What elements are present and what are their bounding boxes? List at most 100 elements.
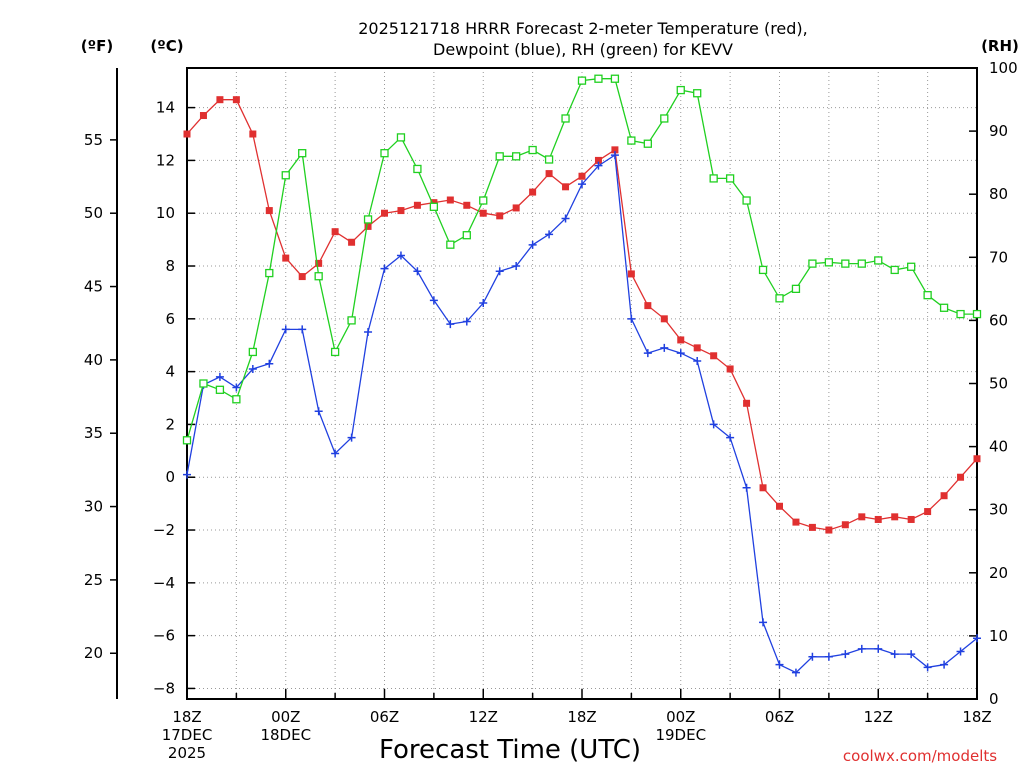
- celsius-tick-label: 2: [165, 415, 175, 433]
- rh-tick-label: 0: [989, 690, 999, 708]
- dewpoint-point: [808, 652, 817, 661]
- temperature-point: [298, 273, 306, 281]
- rh-point: [660, 114, 669, 123]
- dewpoint-point: [643, 349, 652, 358]
- rh-point: [380, 149, 389, 158]
- dewpoint-point: [709, 420, 718, 429]
- temperature-point: [496, 212, 504, 220]
- celsius-tick-label: 8: [165, 257, 175, 275]
- axis-ticks: −8 −6 −4 −2 0 2 4 6 8 10 12 14 20 25 30 35 40 45 50 55 0 10 20…: [84, 59, 1018, 762]
- temperature-point: [776, 502, 783, 510]
- x-tick-label: 06Z: [370, 708, 399, 726]
- dewpoint-point: [693, 357, 702, 366]
- temperature-point: [529, 188, 537, 196]
- temperature-point: [512, 204, 520, 212]
- dewpoint-point: [512, 262, 521, 271]
- temperature-point: [693, 344, 701, 352]
- rh-point: [363, 215, 373, 224]
- rh-point: [429, 202, 439, 211]
- celsius-unit-label: (ºC): [150, 37, 183, 55]
- temperature-point: [578, 172, 586, 180]
- rh-point: [874, 256, 883, 265]
- rh-point: [413, 164, 422, 174]
- rh-point: [907, 262, 916, 271]
- rh-point: [347, 316, 356, 325]
- rh-point: [199, 379, 208, 388]
- temperature-point: [265, 207, 273, 215]
- fahrenheit-tick-label: 40: [84, 351, 103, 369]
- temperature-point: [232, 96, 240, 104]
- rh-point: [528, 145, 537, 155]
- rh-point: [890, 265, 899, 275]
- rh-point: [676, 85, 685, 95]
- temperature-point: [726, 365, 734, 373]
- temperature-point: [841, 521, 849, 529]
- rh-tick-label: 80: [989, 185, 1008, 203]
- dewpoint-point: [610, 151, 619, 160]
- temperature-point: [874, 515, 882, 523]
- rh-tick-label: 70: [989, 248, 1008, 266]
- fahrenheit-tick-label: 50: [84, 204, 103, 222]
- rh-tick-label: 60: [989, 311, 1008, 329]
- dewpoint-point: [232, 383, 241, 392]
- temperature-point: [924, 508, 932, 516]
- dewpoint-point: [594, 161, 603, 170]
- x-tick-label: 12Z: [864, 708, 893, 726]
- temperature-point: [858, 513, 866, 521]
- x-tick-label: 00Z 19DEC: [655, 708, 706, 744]
- temperature-point: [710, 352, 718, 360]
- temperature-point: [907, 515, 915, 523]
- dewpoint-point: [923, 663, 932, 672]
- rh-point: [281, 171, 290, 180]
- fahrenheit-tick-label: 30: [84, 498, 103, 516]
- fahrenheit-tick-label: 45: [84, 278, 103, 296]
- dewpoint-point: [183, 470, 191, 479]
- rh-point: [610, 74, 620, 83]
- data-series: [182, 74, 982, 677]
- temperature-point: [594, 156, 602, 164]
- dewpoint-point: [314, 407, 323, 416]
- rh-point: [265, 268, 274, 278]
- rh-point: [808, 259, 817, 268]
- credit-link[interactable]: coolwx.com/modelts: [843, 747, 997, 765]
- temperature-point: [792, 518, 800, 526]
- rh-point: [512, 152, 521, 161]
- x-tick-label: 18Z: [962, 708, 991, 726]
- rh-point: [446, 240, 455, 249]
- rh-point: [215, 385, 225, 394]
- temperature-point: [397, 207, 405, 215]
- rh-point: [775, 294, 784, 303]
- celsius-tick-label: −2: [153, 521, 175, 539]
- rh-point: [330, 347, 340, 357]
- celsius-tick-label: 12: [156, 151, 175, 169]
- temperature-point: [611, 146, 619, 154]
- dewpoint-point: [824, 652, 833, 661]
- rh-point: [577, 76, 587, 85]
- dewpoint-point: [347, 433, 356, 442]
- rh-point: [758, 265, 768, 275]
- temperature-point: [413, 201, 421, 209]
- dewpoint-point: [380, 264, 389, 273]
- rh-point: [841, 259, 850, 268]
- dewpoint-point: [890, 650, 899, 659]
- rh-point: [709, 174, 718, 183]
- temperature-point: [660, 315, 668, 323]
- celsius-tick-label: 4: [165, 363, 175, 381]
- rh-tick-label: 90: [989, 122, 1008, 140]
- rh-point: [462, 231, 471, 240]
- rh-point: [594, 74, 603, 83]
- rh-point: [824, 258, 834, 267]
- temperature-point: [446, 196, 454, 204]
- x-tick-label: 18Z: [567, 708, 596, 726]
- celsius-tick-label: 0: [165, 468, 175, 486]
- x-tick-label: 18Z 17DEC 2025: [162, 708, 213, 762]
- dewpoint-point: [495, 267, 504, 276]
- rh-point: [693, 89, 702, 98]
- rh-tick-label: 10: [989, 627, 1008, 645]
- dewpoint-point: [248, 364, 257, 373]
- dewpoint-point: [759, 618, 768, 627]
- temperature-point: [331, 228, 339, 236]
- dewpoint-point: [265, 359, 274, 368]
- rh-point: [857, 259, 866, 268]
